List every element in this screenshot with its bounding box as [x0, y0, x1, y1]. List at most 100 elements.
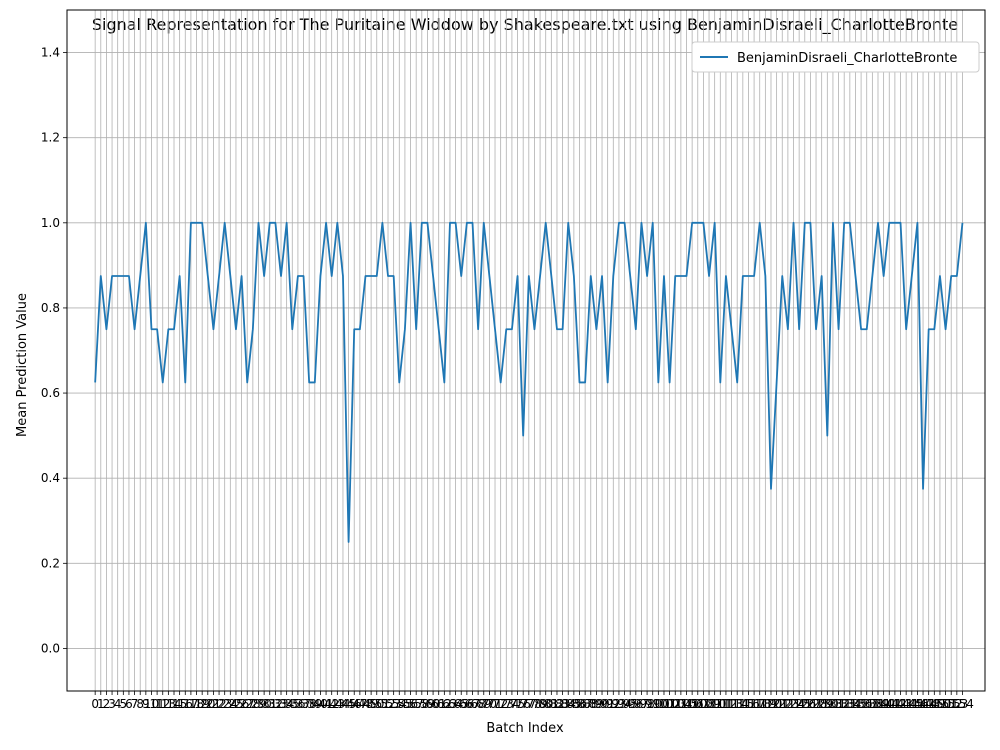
x-tick-label: 129	[810, 697, 833, 711]
x-tick-label: 112	[714, 697, 737, 711]
x-tick-label: 49	[363, 697, 378, 711]
x-tick-label: 33	[273, 697, 288, 711]
x-tick-label: 51	[375, 697, 390, 711]
x-tick-label: 96	[628, 697, 643, 711]
x-tick-label: 120	[760, 697, 783, 711]
x-tick-label: 105	[675, 697, 698, 711]
x-tick-label: 10	[144, 697, 159, 711]
x-tick-label: 141	[878, 697, 901, 711]
x-tick-label: 28	[245, 697, 260, 711]
x-tick-label: 145	[900, 697, 923, 711]
x-tick-label: 2	[103, 697, 111, 711]
x-tick-label: 150	[928, 697, 951, 711]
x-tick-label: 15	[172, 697, 187, 711]
y-axis-label: Mean Prediction Value	[15, 293, 30, 437]
x-tick-label: 17	[183, 697, 198, 711]
x-tick-label: 142	[883, 697, 906, 711]
x-tick-label: 115	[731, 697, 754, 711]
x-tick-label: 37	[296, 697, 311, 711]
x-tick-label: 13	[161, 697, 176, 711]
x-tick-label: 58	[414, 697, 429, 711]
x-tick-label: 131	[821, 697, 844, 711]
x-tick-label: 108	[692, 697, 715, 711]
y-tick-label: 0.6	[41, 386, 60, 400]
x-tick-label: 14	[166, 697, 181, 711]
grid-lines	[67, 10, 985, 691]
y-axis-ticks: 0.0 0.2 0.4 0.6 0.8 1.0 1.2 1.4	[41, 46, 67, 655]
x-tick-label: 148	[917, 697, 940, 711]
x-tick-label: 32	[268, 697, 283, 711]
plot-area-frame	[66, 9, 986, 692]
x-tick-label: 98	[639, 697, 654, 711]
x-tick-label: 100	[647, 697, 670, 711]
x-tick-label: 42	[324, 697, 339, 711]
x-tick-label: 111	[709, 697, 732, 711]
x-tick-label: 68	[470, 697, 485, 711]
x-tick-label: 65	[454, 697, 469, 711]
x-tick-label: 6	[125, 697, 133, 711]
x-tick-label: 4	[114, 697, 122, 711]
x-tick-label: 107	[686, 697, 709, 711]
x-tick-label: 20	[200, 697, 215, 711]
y-tick-label: 1.4	[41, 46, 60, 60]
y-tick-label: 0.2	[41, 556, 60, 570]
x-tick-label: 3	[108, 697, 116, 711]
x-axis-label: Batch Index	[486, 721, 564, 736]
x-tick-label: 27	[240, 697, 255, 711]
x-tick-label: 117	[743, 697, 766, 711]
chart-title: Signal Representation for The Puritaine …	[92, 15, 958, 35]
x-tick-label: 74	[504, 697, 519, 711]
x-tick-label: 59	[420, 697, 435, 711]
legend-label: BenjaminDisraeli_CharlotteBronte	[737, 51, 957, 66]
x-tick-label: 97	[634, 697, 649, 711]
x-tick-label: 114	[726, 697, 749, 711]
x-tick-label: 79	[532, 697, 547, 711]
x-tick-label: 16	[178, 697, 193, 711]
x-tick-label: 109	[698, 697, 721, 711]
x-tick-label: 69	[476, 697, 491, 711]
x-tick-label: 44	[335, 697, 350, 711]
x-tick-label: 52	[380, 697, 395, 711]
x-tick-label: 46	[347, 697, 362, 711]
x-tick-label: 143	[889, 697, 912, 711]
x-tick-label: 123	[776, 697, 799, 711]
x-tick-label: 12	[155, 697, 170, 711]
y-tick-label: 0.8	[41, 301, 60, 315]
x-tick-label: 84	[561, 697, 576, 711]
x-tick-label: 152	[940, 697, 963, 711]
x-tick-label: 34	[279, 697, 294, 711]
x-tick-label: 132	[827, 697, 850, 711]
x-tick-label: 81	[544, 697, 559, 711]
x-tick-label: 1	[97, 697, 105, 711]
x-tick-label: 78	[527, 697, 542, 711]
x-tick-label: 149	[923, 697, 946, 711]
x-tick-label: 119	[754, 697, 777, 711]
y-tick-label: 1.2	[41, 131, 60, 145]
x-tick-label: 128	[805, 697, 828, 711]
x-tick-label: 62	[437, 697, 452, 711]
x-tick-label: 72	[493, 697, 508, 711]
x-tick-label: 138	[861, 697, 884, 711]
x-tick-label: 56	[403, 697, 418, 711]
x-tick-label: 66	[459, 697, 474, 711]
x-tick-label: 139	[867, 697, 890, 711]
x-tick-label: 82	[549, 697, 564, 711]
x-tick-label: 57	[409, 697, 424, 711]
x-tick-label: 63	[442, 697, 457, 711]
x-tick-label: 22	[211, 697, 226, 711]
x-tick-label: 90	[594, 697, 609, 711]
legend: BenjaminDisraeli_CharlotteBronte	[691, 41, 980, 73]
x-tick-label: 91	[600, 697, 615, 711]
x-tick-label: 126	[793, 697, 816, 711]
x-tick-label: 101	[653, 697, 676, 711]
x-tick-label: 75	[510, 697, 525, 711]
x-tick-label: 144	[895, 697, 918, 711]
x-tick-label: 146	[906, 697, 929, 711]
x-tick-label: 48	[358, 697, 373, 711]
x-tick-label: 24	[223, 697, 238, 711]
x-tick-label: 60	[425, 697, 440, 711]
x-tick-label: 99	[645, 697, 660, 711]
x-tick-label: 36	[290, 697, 305, 711]
x-tick-label: 136	[850, 697, 873, 711]
